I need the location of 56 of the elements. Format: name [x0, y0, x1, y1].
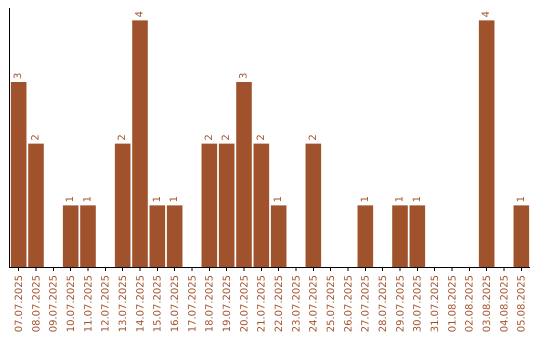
- x-tick-label: 08.07.2025: [31, 275, 42, 332]
- data-label: 2: [308, 134, 319, 141]
- bar: [202, 144, 218, 267]
- data-label: 3: [238, 72, 250, 79]
- data-label: 4: [134, 10, 146, 18]
- x-tick-label: 15.07.2025: [152, 275, 164, 332]
- x-tick-label: 24.07.2025: [308, 275, 320, 332]
- data-label: 4: [481, 10, 492, 18]
- data-label: 2: [204, 134, 215, 141]
- data-label: 1: [65, 196, 76, 202]
- x-tick-label: 30.07.2025: [412, 275, 424, 332]
- x-tick-label: 07.07.2025: [14, 275, 25, 332]
- data-label: 1: [152, 196, 163, 202]
- data-label: 1: [360, 196, 371, 202]
- bar: [306, 144, 322, 267]
- x-tick-label: 09.07.2025: [48, 275, 60, 332]
- data-label: 1: [412, 196, 423, 202]
- x-tick-label: 13.07.2025: [118, 275, 129, 332]
- x-tick-label: 01.08.2025: [447, 275, 458, 332]
- data-label: 1: [273, 196, 284, 202]
- x-tick-label: 05.08.2025: [516, 275, 528, 332]
- x-tick-label: 20.07.2025: [239, 275, 250, 332]
- x-tick-label: 27.07.2025: [360, 275, 372, 332]
- data-label: 1: [169, 196, 180, 202]
- x-tick-label: 19.07.2025: [222, 275, 233, 332]
- x-tick-label: 16.07.2025: [170, 275, 181, 332]
- x-tick-label: 11.07.2025: [83, 275, 94, 332]
- x-tick-label: 23.07.2025: [291, 275, 302, 332]
- bar: [358, 205, 374, 267]
- x-tick-label: 10.07.2025: [66, 275, 77, 332]
- data-label: 2: [30, 134, 42, 141]
- data-label: 2: [117, 134, 128, 141]
- bar: [166, 205, 182, 267]
- x-tick-label: 26.07.2025: [343, 275, 354, 332]
- data-label: 1: [516, 196, 527, 202]
- x-tick-label: 22.07.2025: [274, 275, 285, 332]
- x-tick-label: 03.08.2025: [482, 275, 493, 332]
- x-tick-label: 21.07.2025: [256, 275, 268, 332]
- x-tick-label: 29.07.2025: [395, 275, 406, 332]
- bar: [478, 20, 494, 267]
- bar: [514, 205, 530, 267]
- data-label: 1: [394, 196, 406, 202]
- x-tick-label: 31.07.2025: [430, 275, 441, 332]
- data-label: 1: [82, 196, 94, 202]
- x-tick-label: 28.07.2025: [378, 275, 389, 332]
- data-label: 3: [13, 72, 24, 79]
- x-tick-label: 12.07.2025: [100, 275, 112, 332]
- x-tick-label: 14.07.2025: [135, 275, 146, 332]
- x-tick-label: 25.07.2025: [326, 275, 337, 332]
- bar: [270, 205, 286, 267]
- x-tick-label: 18.07.2025: [204, 275, 216, 332]
- data-label: 2: [256, 134, 267, 141]
- data-label: 2: [221, 134, 232, 141]
- x-tick-label: 17.07.2025: [187, 275, 198, 332]
- x-tick-label: 04.08.2025: [499, 275, 510, 332]
- x-tick-label: 02.08.2025: [464, 275, 476, 332]
